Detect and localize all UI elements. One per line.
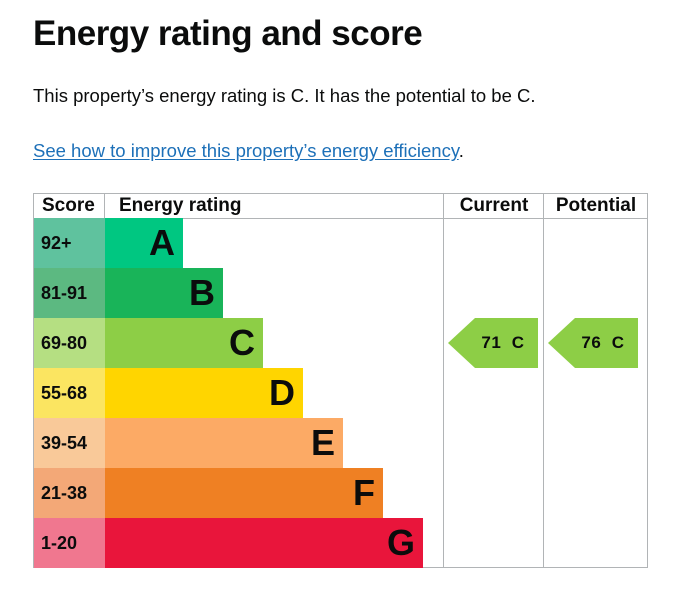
link-suffix: . [458, 140, 464, 161]
band-bar: D [105, 368, 303, 418]
potential-rating-arrow: 76 C [548, 318, 638, 368]
band-bar: C [105, 318, 263, 368]
improve-efficiency-link[interactable]: See how to improve this property’s energ… [33, 140, 459, 161]
band-score-range: 39-54 [34, 418, 105, 468]
band-score-range: 69-80 [34, 318, 105, 368]
current-rating-arrow: 71 C [448, 318, 538, 368]
band-bar: E [105, 418, 343, 468]
header-energy-rating: Energy rating [119, 195, 242, 216]
band-bar: A [105, 218, 183, 268]
energy-rating-table: Score Energy rating Current Potential 92… [33, 193, 648, 568]
band-score-range: 92+ [34, 218, 105, 268]
band-score-range: 1-20 [34, 518, 105, 568]
band-bar: G [105, 518, 423, 568]
header-score: Score [42, 195, 95, 216]
header-potential: Potential [555, 195, 637, 216]
rating-summary: This property’s energy rating is C. It h… [33, 85, 536, 106]
header-divider [34, 218, 647, 219]
band-score-range: 81-91 [34, 268, 105, 318]
column-divider-current [443, 194, 444, 567]
band-score-range: 21-38 [34, 468, 105, 518]
header-current: Current [459, 195, 529, 216]
band-letter: F [353, 472, 375, 513]
band-letter: E [310, 422, 335, 463]
band-letter: A [149, 222, 175, 263]
band-letter: G [386, 522, 415, 563]
band-letter: C [229, 322, 255, 363]
band-bar: F [105, 468, 383, 518]
page-title: Energy rating and score [33, 14, 423, 53]
band-score-range: 55-68 [34, 368, 105, 418]
rating-bands: 92+ A 81-91 B 69-80 C 55-68 D 39-54 E 21-38 F 1-20 G [34, 218, 443, 568]
column-divider-potential [543, 194, 544, 567]
band-letter: B [189, 272, 215, 313]
improve-link-line: See how to improve this property’s energ… [33, 139, 464, 163]
band-bar: B [105, 268, 223, 318]
band-letter: D [269, 372, 295, 413]
